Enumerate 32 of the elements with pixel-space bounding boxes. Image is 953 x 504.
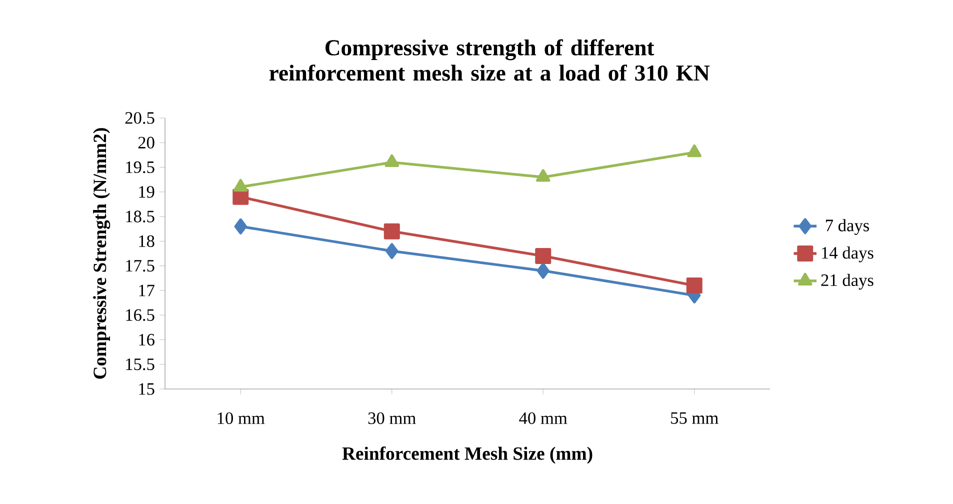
point <box>234 178 248 192</box>
y-tick-label: 18.5 <box>126 210 154 222</box>
point <box>384 154 399 168</box>
x-axis-title: Reinforcement Mesh Size (mm) <box>342 446 592 464</box>
y-tick-label: 16.5 <box>126 309 154 321</box>
point <box>384 223 400 240</box>
chart-title: Compressive strength of different reinforcement mesh size at a load of 310 KN <box>269 39 710 81</box>
point <box>686 278 702 294</box>
y-tick-label: 17.5 <box>126 260 154 272</box>
point <box>536 262 550 279</box>
legend-label: 21 days <box>821 274 874 290</box>
y-tick-label: 17 <box>139 284 154 296</box>
y-axis-title: Compressive Strength (N/mm2) <box>93 128 110 379</box>
point <box>535 248 552 264</box>
y-tick-label: 20.5 <box>125 112 154 124</box>
y-tick-label: 16 <box>139 334 154 346</box>
point <box>687 144 702 158</box>
x-tick-label: 30 mm <box>368 412 416 424</box>
y-tick-label: 19 <box>139 186 154 198</box>
x-tick-label: 55 mm <box>671 412 718 424</box>
legend-label: 7 days <box>826 219 870 235</box>
y-tick-label: 20 <box>138 136 154 148</box>
x-tick-label: 40 mm <box>519 412 568 424</box>
legend-label: 14 days <box>822 246 874 262</box>
point <box>536 169 550 182</box>
x-tick-label: 10 mm <box>218 412 265 424</box>
y-tick-label: 18 <box>139 235 154 248</box>
point <box>386 243 398 260</box>
point <box>234 218 247 234</box>
y-tick-label: 19.5 <box>126 161 154 174</box>
y-tick-label: 15.5 <box>126 358 154 370</box>
y-tick-label: 15 <box>139 383 154 395</box>
